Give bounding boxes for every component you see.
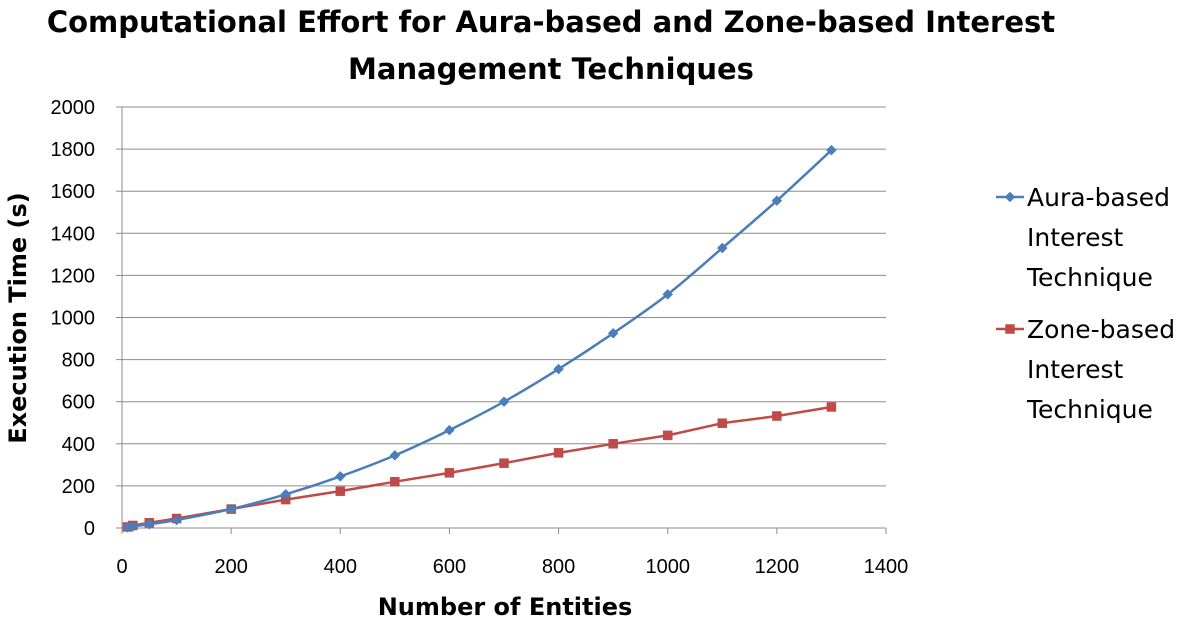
legend-label-line: Interest (1027, 355, 1124, 384)
data-point (717, 418, 728, 428)
y-tick-label: 600 (62, 392, 95, 414)
data-point (390, 476, 400, 487)
data-point (662, 430, 673, 441)
data-point (171, 514, 182, 526)
axes (116, 106, 887, 534)
y-tick-label: 2000 (51, 97, 96, 119)
series-1 (122, 144, 837, 533)
chart-title: Computational Effort for Aura-based and … (47, 5, 1055, 86)
series-line (127, 405, 832, 529)
data-point (826, 402, 837, 412)
x-axis-title: Number of Entities (378, 593, 633, 621)
chart-title-line-1: Computational Effort for Aura-based and … (47, 5, 1055, 39)
data-point (444, 468, 455, 478)
data-point (499, 458, 509, 468)
series-layer (122, 144, 837, 533)
x-tick-label: 1200 (755, 556, 800, 578)
data-point (389, 450, 401, 461)
data-point (334, 471, 346, 482)
y-tick-label: 200 (62, 476, 95, 498)
legend-label-line: Aura-based (1027, 183, 1170, 212)
data-point (772, 411, 782, 421)
x-tick-label: 0 (116, 556, 127, 578)
series-line (127, 149, 833, 529)
legend-label-line: Zone-based (1027, 315, 1175, 344)
y-tick-label: 1200 (51, 265, 96, 287)
data-point (280, 488, 292, 500)
data-point (607, 327, 619, 339)
x-tick-label: 800 (542, 556, 575, 578)
x-tick-labels: 0 200 400 600 800 1000 1200 1400 (116, 556, 908, 578)
y-tick-label: 0 (84, 518, 95, 540)
data-point (553, 363, 564, 375)
data-point (826, 144, 837, 156)
chart-title-line-2: Management Techniques (348, 52, 754, 86)
legend-label-line: Technique (1026, 263, 1153, 292)
x-tick-label: 400 (324, 556, 357, 578)
data-point (771, 195, 783, 207)
y-tick-label: 1800 (51, 139, 96, 161)
legend-marker (1004, 191, 1016, 203)
data-point (716, 242, 728, 254)
data-point (608, 439, 618, 449)
legend-marker (1005, 324, 1015, 334)
data-point (335, 486, 346, 496)
y-tick-label: 400 (62, 434, 95, 456)
legend-item-2: Zone-based Interest Technique (996, 315, 1175, 424)
legend-label-line: Interest (1027, 223, 1124, 252)
y-tick-labels: 0 200 400 600 800 1000 1200 1400 1600 1800 2000 (51, 97, 96, 540)
legend-item-1: Aura-based Interest Technique (996, 183, 1170, 292)
x-tick-label: 1000 (645, 556, 690, 578)
legend-label-line: Technique (1026, 395, 1153, 424)
data-point (553, 448, 564, 458)
x-tick-label: 1400 (864, 556, 909, 578)
data-point (143, 518, 155, 530)
y-axis-title: Execution Time (s) (4, 192, 32, 444)
data-point (225, 503, 237, 515)
x-tick-label: 200 (214, 556, 247, 578)
gridlines (122, 106, 886, 487)
y-tick-label: 1400 (51, 223, 96, 245)
data-point (662, 288, 674, 300)
y-tick-label: 1000 (51, 308, 96, 330)
data-point (498, 396, 510, 408)
legend: Aura-based Interest Technique Zone-based Int… (996, 183, 1175, 424)
data-point (127, 520, 139, 532)
y-tick-label: 800 (62, 350, 95, 372)
data-point (444, 424, 455, 436)
y-tick-label: 1600 (51, 181, 96, 203)
x-tick-label: 600 (433, 556, 466, 578)
